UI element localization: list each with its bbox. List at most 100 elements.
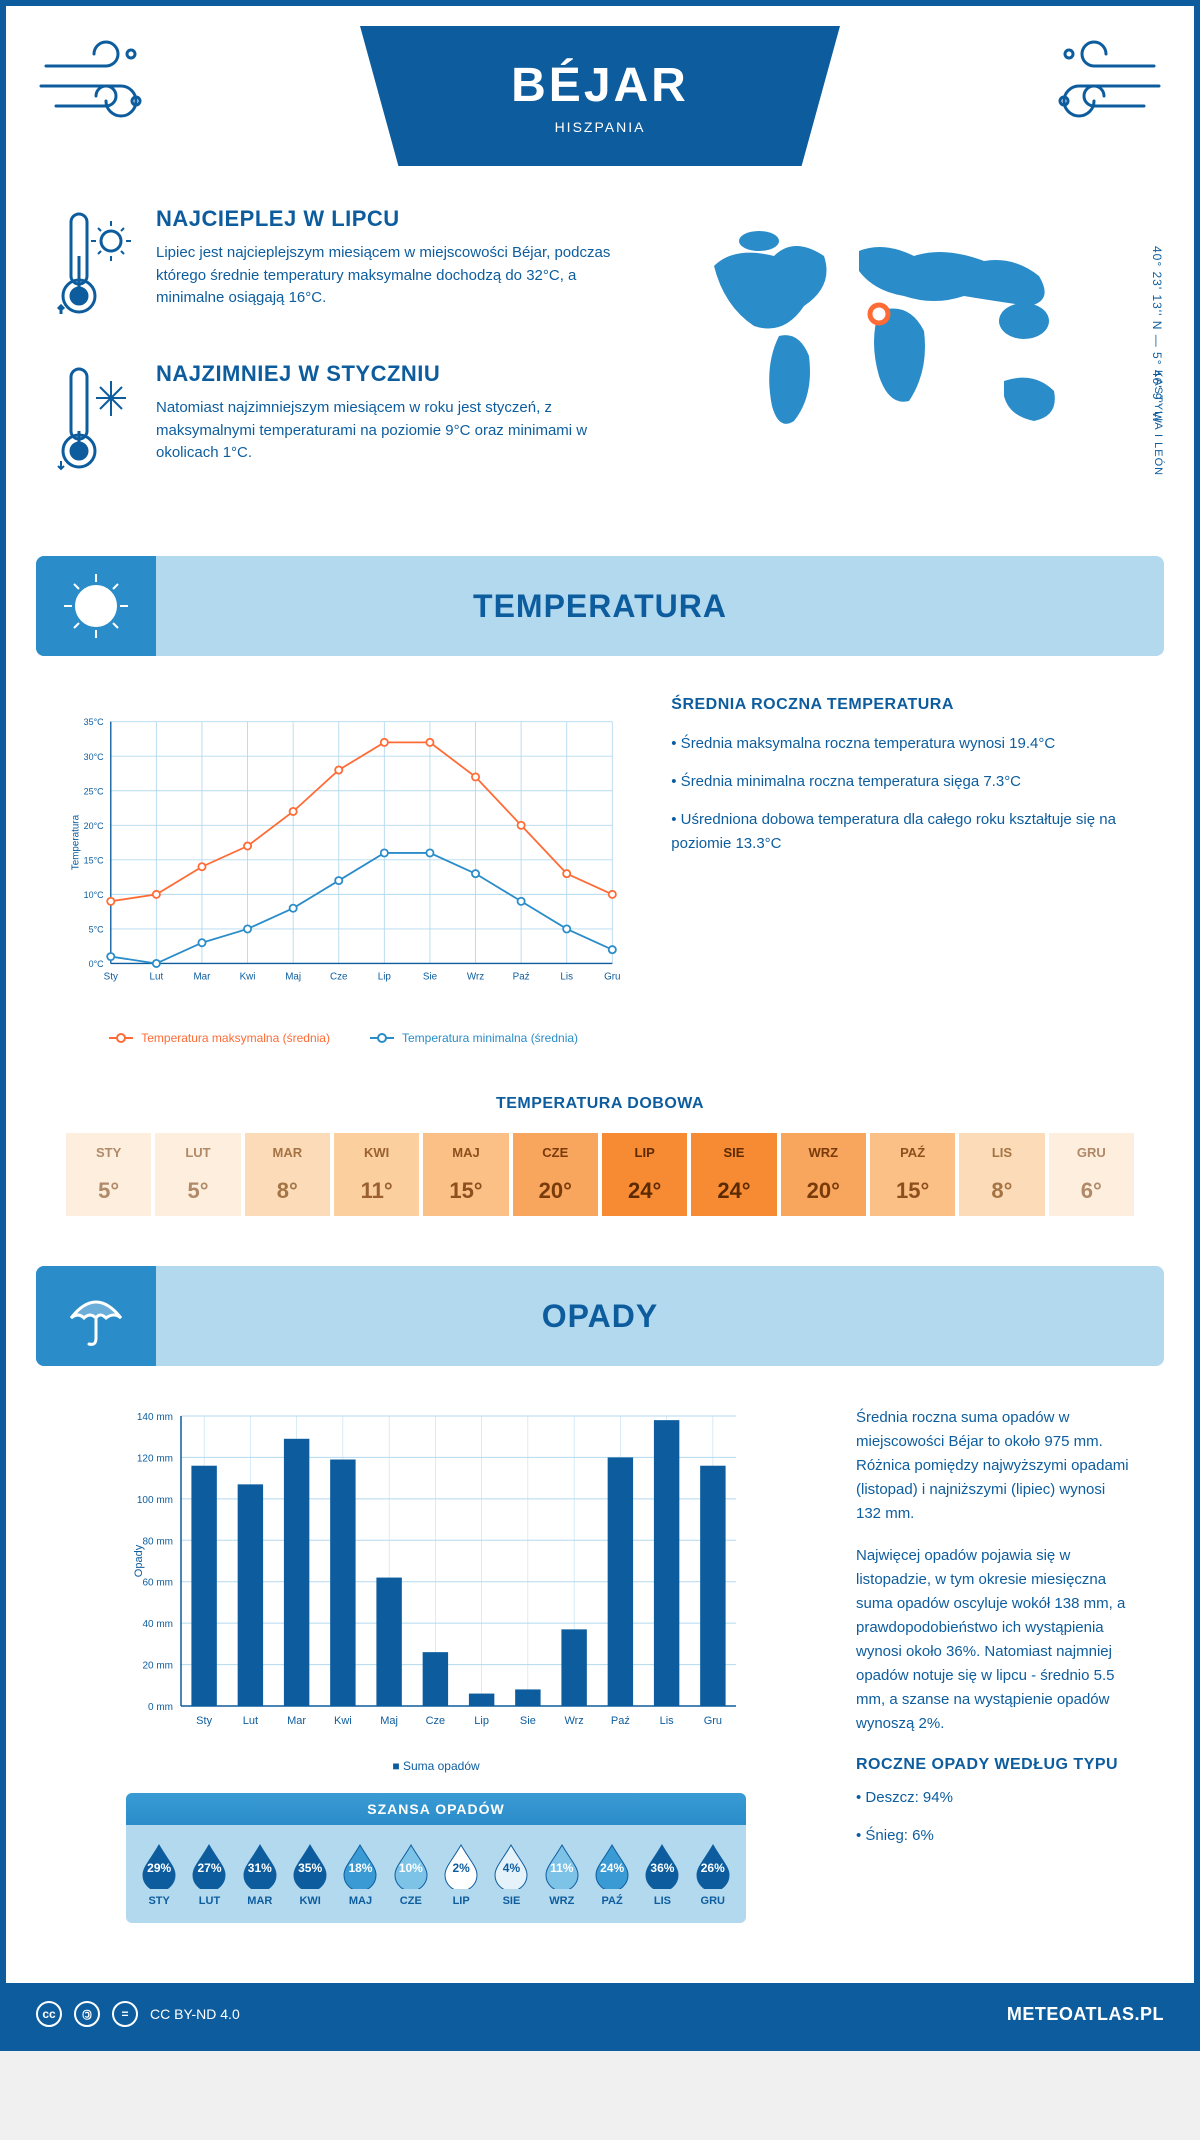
- svg-text:Lip: Lip: [474, 1715, 489, 1727]
- month-label: MAJ: [427, 1145, 504, 1160]
- precip-by-type-title: ROCZNE OPADY WEDŁUG TYPU: [856, 1756, 1134, 1774]
- svg-text:0°C: 0°C: [89, 959, 105, 969]
- rain-chance-title: SZANSA OPADÓW: [126, 1793, 746, 1825]
- svg-text:Lis: Lis: [560, 972, 573, 983]
- temp-value: 20°: [785, 1178, 862, 1204]
- temp-value: 15°: [427, 1178, 504, 1204]
- temp-value: 6°: [1053, 1178, 1130, 1204]
- svg-text:30°C: 30°C: [84, 752, 105, 762]
- daily-temp-cell: LIP24°: [602, 1133, 691, 1216]
- rain-chance-cell: 10% CZE: [391, 1841, 431, 1907]
- rain-chance-pct: 26%: [701, 1861, 725, 1875]
- svg-text:80 mm: 80 mm: [142, 1536, 173, 1547]
- cc-by-icon: 🄯: [74, 2001, 100, 2027]
- svg-text:Opady: Opady: [133, 1544, 145, 1577]
- rain-chance-panel: SZANSA OPADÓW 29% STY 27% LUT 31% MAR 35…: [126, 1793, 746, 1923]
- svg-text:20°C: 20°C: [84, 821, 105, 831]
- raindrop-icon: 26%: [693, 1841, 733, 1889]
- svg-text:Lut: Lut: [243, 1715, 258, 1727]
- sun-icon: [36, 556, 156, 656]
- svg-text:Wrz: Wrz: [564, 1715, 583, 1727]
- hottest-text: Lipiec jest najcieplejszym miesiącem w m…: [156, 242, 644, 310]
- intro-text-column: NAJCIEPLEJ W LIPCU Lipiec jest najcieple…: [56, 206, 644, 516]
- svg-text:Paź: Paź: [513, 972, 530, 983]
- daily-temp-cell: LUT 5°: [155, 1133, 244, 1216]
- precip-type-item: • Deszcz: 94%: [856, 1786, 1134, 1810]
- daily-temp-cell: KWI11°: [334, 1133, 423, 1216]
- rain-chance-cell: 27% LUT: [189, 1841, 229, 1907]
- svg-text:Mar: Mar: [193, 972, 211, 983]
- svg-text:Kwi: Kwi: [240, 972, 256, 983]
- daily-temp-cell: MAR8°: [245, 1133, 334, 1216]
- raindrop-icon: 36%: [642, 1841, 682, 1889]
- svg-text:Cze: Cze: [426, 1715, 446, 1727]
- rain-chance-cell: 18% MAJ: [340, 1841, 380, 1907]
- cc-icon: cc: [36, 2001, 62, 2027]
- svg-text:120 mm: 120 mm: [137, 1453, 173, 1464]
- avg-temp-title: ŚREDNIA ROCZNA TEMPERATURA: [671, 696, 1134, 714]
- month-label: SIE: [695, 1145, 772, 1160]
- daily-temp-grid: STY5°LUT5°MAR8°KWI11°MAJ15°CZE20°LIP24°S…: [66, 1133, 1134, 1216]
- temp-value: 5°: [159, 1178, 236, 1204]
- svg-text:Maj: Maj: [285, 972, 301, 983]
- month-label: MAR: [240, 1895, 280, 1907]
- footer: cc 🄯 = CC BY-ND 4.0 METEOATLAS.PL: [6, 1983, 1194, 2045]
- hottest-block: NAJCIEPLEJ W LIPCU Lipiec jest najcieple…: [56, 206, 644, 331]
- thermometer-hot-icon: [56, 206, 136, 331]
- svg-text:Paź: Paź: [611, 1715, 630, 1727]
- month-label: STY: [70, 1145, 147, 1160]
- svg-text:35°C: 35°C: [84, 717, 105, 727]
- temperature-chart-area: 0°C5°C10°C15°C20°C25°C30°C35°CStyLutMarK…: [66, 696, 621, 1045]
- rain-chance-cell: 24% PAŹ: [592, 1841, 632, 1907]
- temp-value: 24°: [606, 1178, 683, 1204]
- month-label: LUT: [189, 1895, 229, 1907]
- title-ribbon: BÉJAR HISZPANIA: [360, 26, 840, 166]
- precipitation-bar-chart: 0 mm20 mm40 mm60 mm80 mm100 mm120 mm140 …: [66, 1406, 806, 1746]
- precipitation-side-text: Średnia roczna suma opadów w miejscowośc…: [856, 1406, 1134, 1963]
- rain-chance-cell: 4% SIE: [491, 1841, 531, 1907]
- month-label: KWI: [290, 1895, 330, 1907]
- raindrop-icon: 27%: [189, 1841, 229, 1889]
- precipitation-chart-area: 0 mm20 mm40 mm60 mm80 mm100 mm120 mm140 …: [66, 1406, 806, 1963]
- header: BÉJAR HISZPANIA: [6, 6, 1194, 186]
- license-block: cc 🄯 = CC BY-ND 4.0: [36, 2001, 240, 2027]
- raindrop-icon: 35%: [290, 1841, 330, 1889]
- raindrop-icon: 11%: [542, 1841, 582, 1889]
- svg-text:Mar: Mar: [287, 1715, 306, 1727]
- rain-chance-pct: 27%: [197, 1861, 221, 1875]
- svg-text:Temperatura: Temperatura: [71, 814, 82, 870]
- rain-chance-cell: 35% KWI: [290, 1841, 330, 1907]
- legend-min: Temperatura minimalna (średnia): [402, 1031, 578, 1045]
- rain-chance-pct: 29%: [147, 1861, 171, 1875]
- rain-chance-pct: 31%: [248, 1861, 272, 1875]
- daily-temp-cell: LIS8°: [959, 1133, 1048, 1216]
- raindrop-icon: 2%: [441, 1841, 481, 1889]
- daily-temp-section: TEMPERATURA DOBOWA STY 5°LUT 5°MAR8°KWI11°…: [6, 1085, 1194, 1266]
- svg-text:20 mm: 20 mm: [142, 1661, 173, 1672]
- region-label: KASTYLIA I LEÓN: [1152, 370, 1164, 476]
- license-text: CC BY-ND 4.0: [150, 2006, 240, 2022]
- world-map: [684, 206, 1104, 466]
- daily-temp-cell: SIE 24°: [691, 1133, 780, 1216]
- daily-temp-cell: GRU6°: [1049, 1133, 1134, 1216]
- rain-chance-cell: 11% WRZ: [542, 1841, 582, 1907]
- temp-value: 24°: [695, 1178, 772, 1204]
- rain-chance-pct: 24%: [600, 1861, 624, 1875]
- svg-text:40 mm: 40 mm: [142, 1619, 173, 1630]
- svg-text:Sie: Sie: [423, 972, 438, 983]
- svg-text:Lut: Lut: [150, 972, 164, 983]
- svg-text:60 mm: 60 mm: [142, 1578, 173, 1589]
- temperature-banner: TEMPERATURA: [36, 556, 1164, 656]
- daily-temp-title: TEMPERATURA DOBOWA: [66, 1095, 1134, 1113]
- hottest-title: NAJCIEPLEJ W LIPCU: [156, 206, 644, 232]
- month-label: PAŹ: [874, 1145, 951, 1160]
- svg-text:Gru: Gru: [604, 972, 620, 983]
- month-label: LUT: [159, 1145, 236, 1160]
- svg-text:Lip: Lip: [378, 972, 392, 983]
- temperature-heading: TEMPERATURA: [473, 588, 727, 625]
- month-label: WRZ: [542, 1895, 582, 1907]
- month-label: STY: [139, 1895, 179, 1907]
- daily-temp-cell: CZE20°: [513, 1133, 602, 1216]
- month-label: MAR: [249, 1145, 326, 1160]
- rain-chance-cell: 36% LIS: [642, 1841, 682, 1907]
